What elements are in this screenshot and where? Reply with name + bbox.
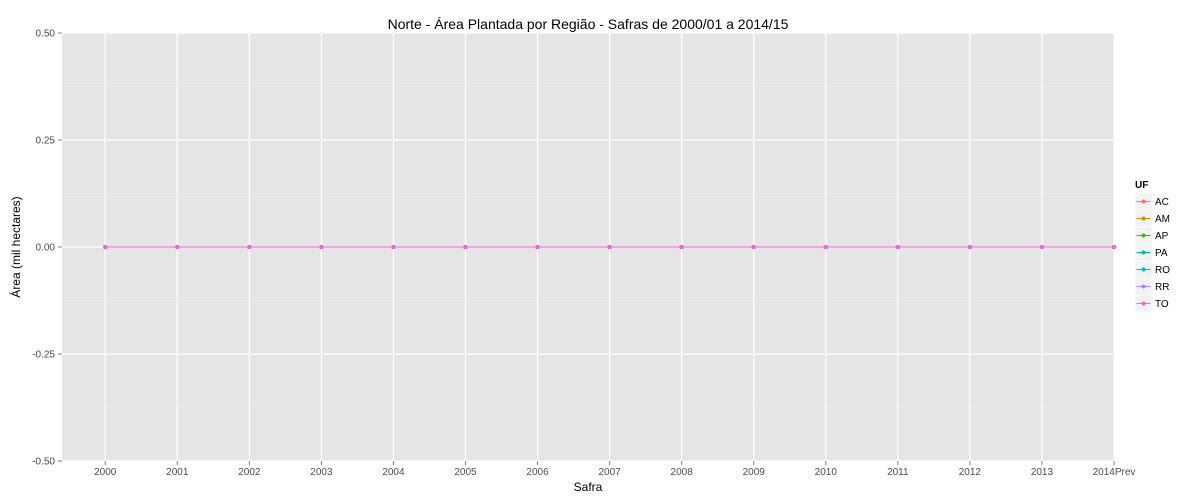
legend: UF AC AM AP PA RO RR TO — [1134, 180, 1170, 313]
data-point-to — [391, 245, 396, 249]
data-point-to — [319, 245, 324, 249]
x-tick-label: 2011 — [887, 467, 909, 478]
y-tick-label: 0.50 — [36, 29, 56, 40]
data-point-to — [535, 245, 540, 249]
legend-label-to: TO — [1155, 299, 1169, 310]
data-point-to — [751, 245, 756, 249]
x-tick-label: 2013 — [1031, 467, 1054, 478]
data-point-to — [247, 245, 252, 249]
x-tick-label: 2005 — [454, 467, 477, 478]
x-axis-title: Safra — [574, 480, 603, 494]
chart-title: Norte - Área Plantada por Região - Safra… — [388, 16, 789, 32]
x-tick-label: 2007 — [598, 467, 621, 478]
x-tick-label: 2014Prev — [1093, 467, 1136, 478]
y-tick-label: -0.50 — [32, 457, 55, 468]
x-axis: 2000 2001 2002 2003 2004 2005 2006 2007 2008 2009… — [94, 461, 1135, 478]
x-tick-label: 2002 — [238, 467, 261, 478]
data-point-to — [967, 245, 972, 249]
x-tick-label: 2009 — [743, 467, 766, 478]
legend-key-point — [1141, 233, 1146, 238]
data-point-to — [175, 245, 180, 249]
legend-label-ac: AC — [1155, 197, 1169, 208]
data-point-to — [823, 245, 828, 249]
legend-label-ap: AP — [1155, 231, 1169, 242]
legend-label-rr: RR — [1155, 282, 1169, 293]
x-tick-label: 2004 — [382, 467, 405, 478]
data-point-to — [1112, 245, 1116, 249]
y-tick-label: 0.00 — [36, 243, 56, 254]
data-point-to — [679, 245, 684, 249]
legend-key-point — [1141, 199, 1146, 204]
x-tick-label: 2000 — [94, 467, 117, 478]
legend-key-point — [1141, 250, 1146, 255]
x-tick-label: 2012 — [959, 467, 982, 478]
legend-key-point — [1141, 284, 1146, 289]
legend-key-point — [1141, 216, 1146, 221]
x-tick-label: 2003 — [310, 467, 333, 478]
x-tick-label: 2001 — [166, 467, 189, 478]
y-axis: -0.50 -0.25 0.00 0.25 0.50 — [32, 29, 62, 468]
y-tick-label: -0.25 — [32, 350, 55, 361]
legend-label-ro: RO — [1155, 265, 1170, 276]
data-point-to — [607, 245, 612, 249]
y-axis-title: Área (mil hectares) — [8, 196, 23, 297]
data-point-to — [103, 245, 108, 249]
x-tick-label: 2008 — [671, 467, 694, 478]
legend-title: UF — [1135, 180, 1148, 191]
x-tick-label: 2010 — [815, 467, 838, 478]
legend-key-point — [1141, 267, 1146, 272]
minor-gridlines — [62, 86, 1114, 408]
data-point-to — [1039, 245, 1044, 249]
data-point-to — [895, 245, 900, 249]
data-point-to — [463, 245, 468, 249]
y-tick-label: 0.25 — [36, 136, 56, 147]
legend-key-point — [1141, 301, 1146, 306]
legend-label-am: AM — [1155, 214, 1170, 225]
series-layer — [103, 245, 1116, 249]
legend-label-pa: PA — [1155, 248, 1168, 259]
x-tick-label: 2006 — [526, 467, 549, 478]
